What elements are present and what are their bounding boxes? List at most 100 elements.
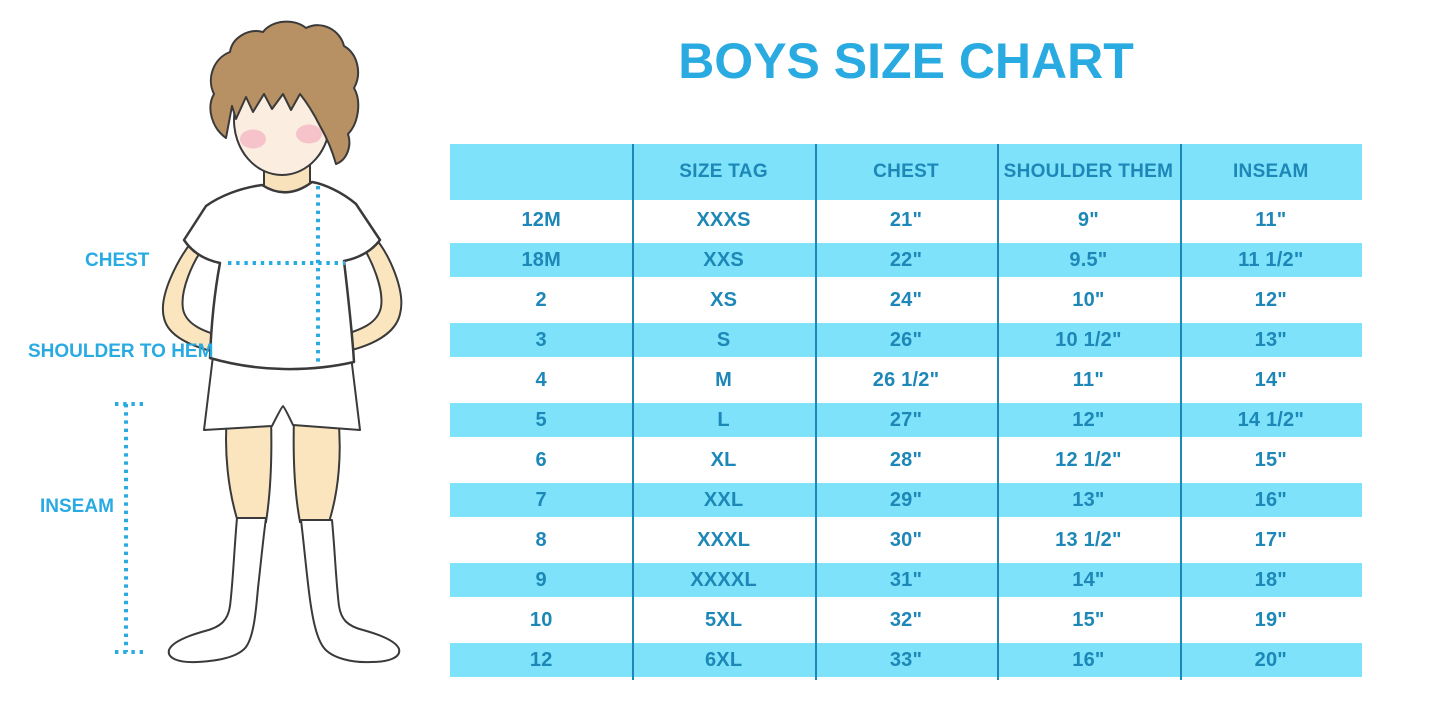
value-cell: 6XL bbox=[704, 648, 743, 671]
value-cell: 12" bbox=[1254, 288, 1287, 311]
value-cell: 29" bbox=[889, 488, 923, 511]
size-cell: 12M bbox=[521, 208, 561, 231]
boy-illustration bbox=[115, 20, 403, 664]
size-cell: 9 bbox=[535, 568, 547, 591]
right-sock-shape bbox=[300, 519, 401, 664]
value-cell: XXL bbox=[703, 488, 744, 511]
header-shoulder-them: SHOULDER THEM bbox=[1003, 161, 1174, 182]
value-cell: 32" bbox=[889, 608, 923, 631]
value-cell: 9" bbox=[1077, 208, 1099, 231]
measurement-lines bbox=[115, 186, 345, 654]
value-cell: 19" bbox=[1254, 608, 1287, 631]
value-cell: XXXS bbox=[696, 208, 751, 231]
value-cell: XL bbox=[710, 448, 737, 471]
column-divider-1 bbox=[632, 144, 634, 680]
table-row: 4 M 26 1/2" 11" 14" bbox=[450, 360, 1362, 400]
column-divider-4 bbox=[1180, 144, 1182, 680]
value-cell: 28" bbox=[889, 448, 923, 471]
tshirt-shape bbox=[182, 180, 382, 371]
value-cell: 16" bbox=[1072, 648, 1105, 671]
value-cell: 27" bbox=[889, 408, 923, 431]
value-cell: 20" bbox=[1254, 648, 1287, 671]
value-cell: 14" bbox=[1072, 568, 1105, 591]
value-cell: M bbox=[715, 368, 733, 391]
right-cheek-blush bbox=[296, 124, 322, 144]
value-cell: 15" bbox=[1072, 608, 1105, 631]
value-cell: 15" bbox=[1254, 448, 1287, 471]
table-row: 7 XXL 29" 13" 16" bbox=[450, 480, 1362, 520]
value-cell: 5XL bbox=[704, 608, 743, 631]
table-row: 5 L 27" 12" 14 1/2" bbox=[450, 400, 1362, 440]
chest-measure-label: CHEST bbox=[85, 250, 150, 271]
size-cell: 3 bbox=[535, 328, 547, 351]
table-header-row: SIZE TAG CHEST SHOULDER THEM INSEAM bbox=[450, 144, 1362, 200]
value-cell: 13 1/2" bbox=[1055, 528, 1122, 551]
table-row: 8 XXXL 30" 13 1/2" 17" bbox=[450, 520, 1362, 560]
shoulder-to-hem-measure-label: SHOULDER TO HEM bbox=[28, 341, 214, 362]
table-row: 2 XS 24" 10" 12" bbox=[450, 280, 1362, 320]
value-cell: 10 1/2" bbox=[1055, 328, 1122, 351]
column-divider-3 bbox=[997, 144, 999, 680]
size-cell: 18M bbox=[521, 248, 561, 271]
value-cell: 11 1/2" bbox=[1238, 248, 1304, 271]
column-divider-2 bbox=[815, 144, 817, 680]
table-row: 3 S 26" 10 1/2" 13" bbox=[450, 320, 1362, 360]
hair-shape bbox=[209, 20, 360, 165]
size-table: SIZE TAG CHEST SHOULDER THEM INSEAM 12M X… bbox=[450, 144, 1362, 680]
value-cell: S bbox=[716, 328, 731, 351]
size-cell: 7 bbox=[535, 488, 547, 511]
size-cell: 12 bbox=[529, 648, 553, 671]
size-cell: 8 bbox=[535, 528, 547, 551]
size-cell: 5 bbox=[535, 408, 547, 431]
value-cell: 16" bbox=[1254, 488, 1287, 511]
value-cell: 14 1/2" bbox=[1237, 408, 1305, 431]
left-cheek-blush bbox=[240, 129, 266, 149]
value-cell: 17" bbox=[1254, 528, 1287, 551]
value-cell: 13" bbox=[1072, 488, 1105, 511]
left-sock-shape bbox=[167, 517, 267, 664]
value-cell: 30" bbox=[889, 528, 923, 551]
value-cell: 12" bbox=[1072, 408, 1105, 431]
header-size-blank bbox=[450, 144, 632, 200]
value-cell: 31" bbox=[889, 568, 923, 591]
value-cell: 22" bbox=[889, 248, 923, 271]
table-row: 12 6XL 33" 16" 20" bbox=[450, 640, 1362, 680]
value-cell: 33" bbox=[889, 648, 923, 671]
value-cell: 10" bbox=[1072, 288, 1105, 311]
value-cell: 14" bbox=[1254, 368, 1287, 391]
value-cell: 18" bbox=[1254, 568, 1287, 591]
value-cell: XXXXL bbox=[690, 568, 757, 591]
size-cell: 4 bbox=[535, 368, 547, 391]
value-cell: XXS bbox=[703, 248, 744, 271]
page-title: BOYS SIZE CHART bbox=[678, 33, 1134, 89]
size-cell: 2 bbox=[535, 288, 547, 311]
value-cell: 26 1/2" bbox=[872, 368, 940, 391]
value-cell: 9.5" bbox=[1069, 248, 1108, 271]
measurement-figure: CHEST SHOULDER TO HEM INSEAM bbox=[0, 0, 450, 723]
inseam-measure-label: INSEAM bbox=[40, 496, 114, 517]
right-leg-shape bbox=[292, 413, 341, 523]
value-cell: L bbox=[717, 408, 730, 431]
value-cell: 12 1/2" bbox=[1055, 448, 1122, 471]
header-size-tag: SIZE TAG bbox=[679, 161, 768, 182]
table-row: 6 XL 28" 12 1/2" 15" bbox=[450, 440, 1362, 480]
value-cell: 26" bbox=[889, 328, 923, 351]
value-cell: 11" bbox=[1072, 368, 1105, 391]
value-cell: 21" bbox=[889, 208, 923, 231]
value-cell: 24" bbox=[889, 288, 923, 311]
header-inseam: INSEAM bbox=[1232, 161, 1309, 182]
table-body: 12M XXXS 21" 9" 11" 18M XXS 22" 9.5" 11 1/2" 2 XS 24… bbox=[450, 200, 1362, 680]
table-row: 12M XXXS 21" 9" 11" bbox=[450, 200, 1362, 240]
value-cell: XXXL bbox=[697, 528, 751, 551]
header-chest: CHEST bbox=[873, 161, 939, 182]
value-cell: 13" bbox=[1254, 328, 1287, 351]
size-cell: 6 bbox=[535, 448, 547, 471]
table-row: 9 XXXXL 31" 14" 18" bbox=[450, 560, 1362, 600]
table-row: 18M XXS 22" 9.5" 11 1/2" bbox=[450, 240, 1362, 280]
value-cell: XS bbox=[710, 288, 738, 311]
left-leg-shape bbox=[225, 413, 273, 523]
size-cell: 10 bbox=[529, 608, 553, 631]
value-cell: 11" bbox=[1255, 208, 1287, 231]
table-row: 10 5XL 32" 15" 19" bbox=[450, 600, 1362, 640]
